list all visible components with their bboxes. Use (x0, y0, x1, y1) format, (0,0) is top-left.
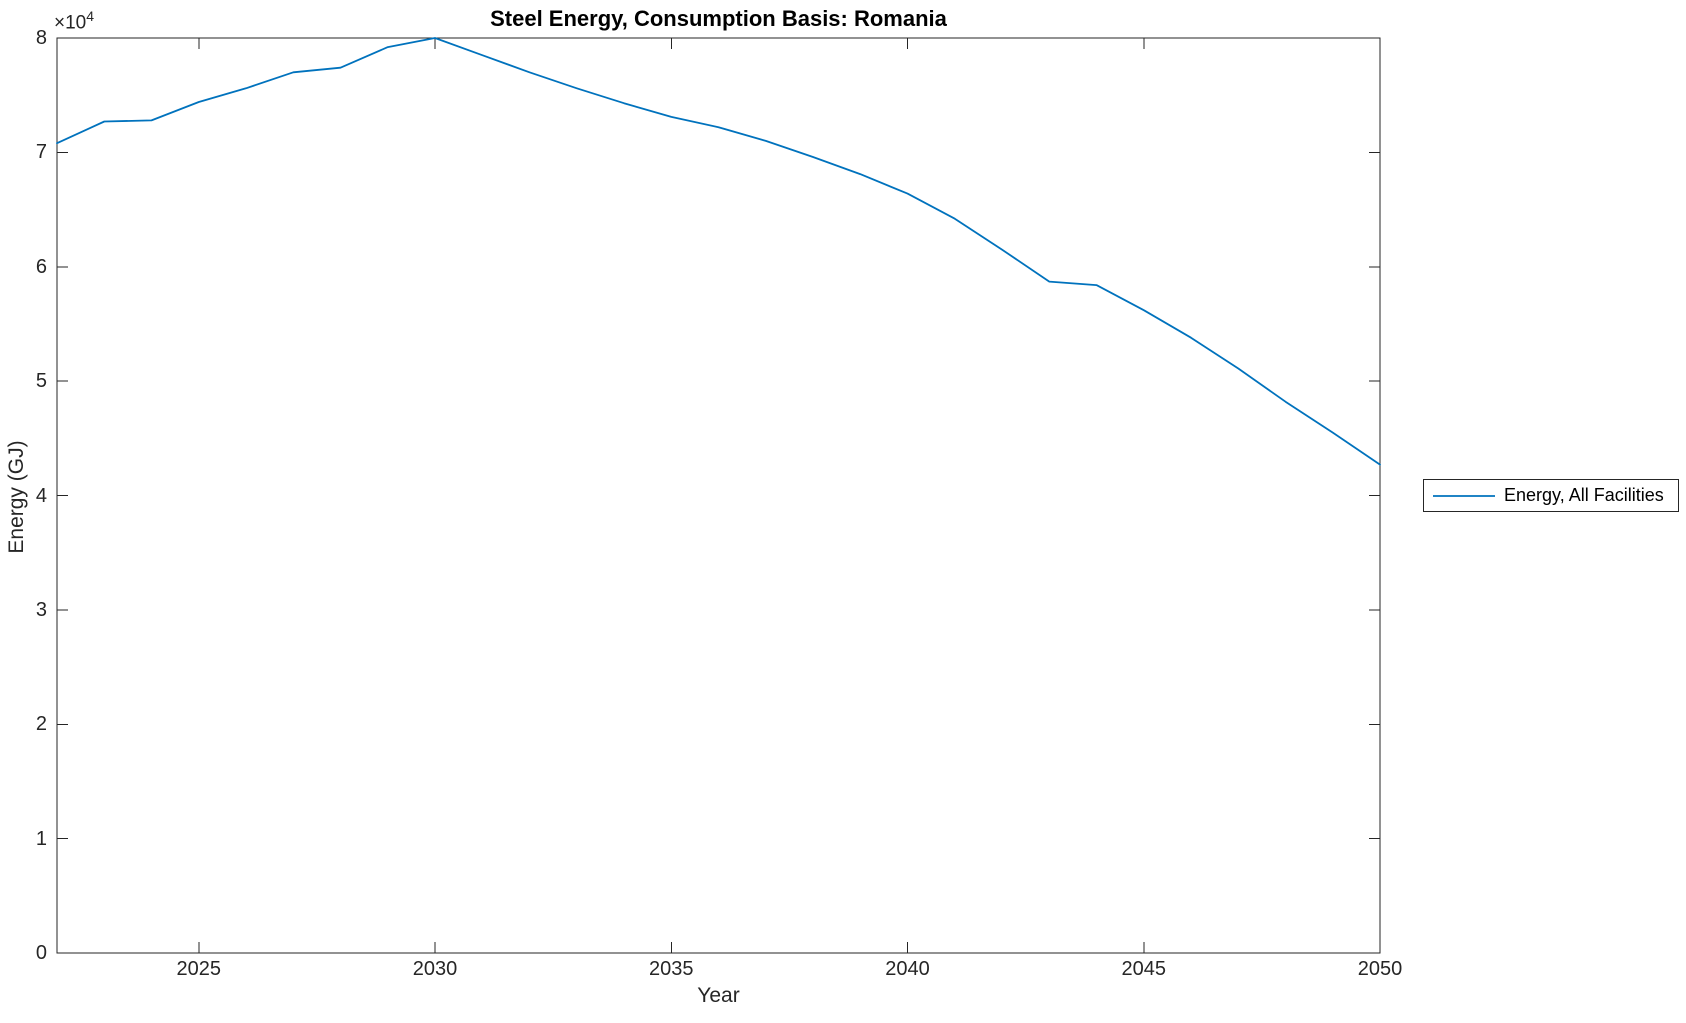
y-tick-label: 6 (35, 255, 47, 278)
y-tick-label: 3 (35, 598, 47, 621)
x-axis-label: Year (697, 984, 740, 1007)
y-tick-label: 1 (35, 827, 47, 850)
y-tick-label: 7 (35, 141, 47, 164)
y-tick-label: 2 (35, 713, 47, 736)
y-tick-label: 5 (35, 370, 47, 393)
y-tick-label: 8 (35, 27, 47, 49)
y-axis-multiplier-exponent: 4 (86, 8, 95, 24)
y-tick-label: 0 (35, 942, 47, 964)
axes-box (56, 37, 1381, 954)
legend-line-sample (1433, 494, 1495, 497)
y-axis-multiplier-base: ×10 (54, 12, 87, 34)
y-axis-multiplier-label: ×104 (54, 8, 94, 34)
x-tick-label: 2035 (649, 958, 694, 980)
chart-title: Steel Energy, Consumption Basis: Romania (490, 6, 947, 31)
legend: Energy, All Facilities (1423, 479, 1679, 512)
data-line-energy-all-facilities (56, 37, 1381, 466)
x-tick-label: 2045 (1121, 958, 1167, 980)
x-tick-label: 2050 (1357, 958, 1403, 980)
y-tick-label: 4 (35, 484, 47, 507)
legend-entry-label: Energy, All Facilities (1504, 485, 1664, 505)
x-tick-label: 2025 (176, 958, 222, 980)
x-tick-label: 2040 (885, 958, 930, 980)
x-tick-label: 2030 (412, 958, 458, 980)
